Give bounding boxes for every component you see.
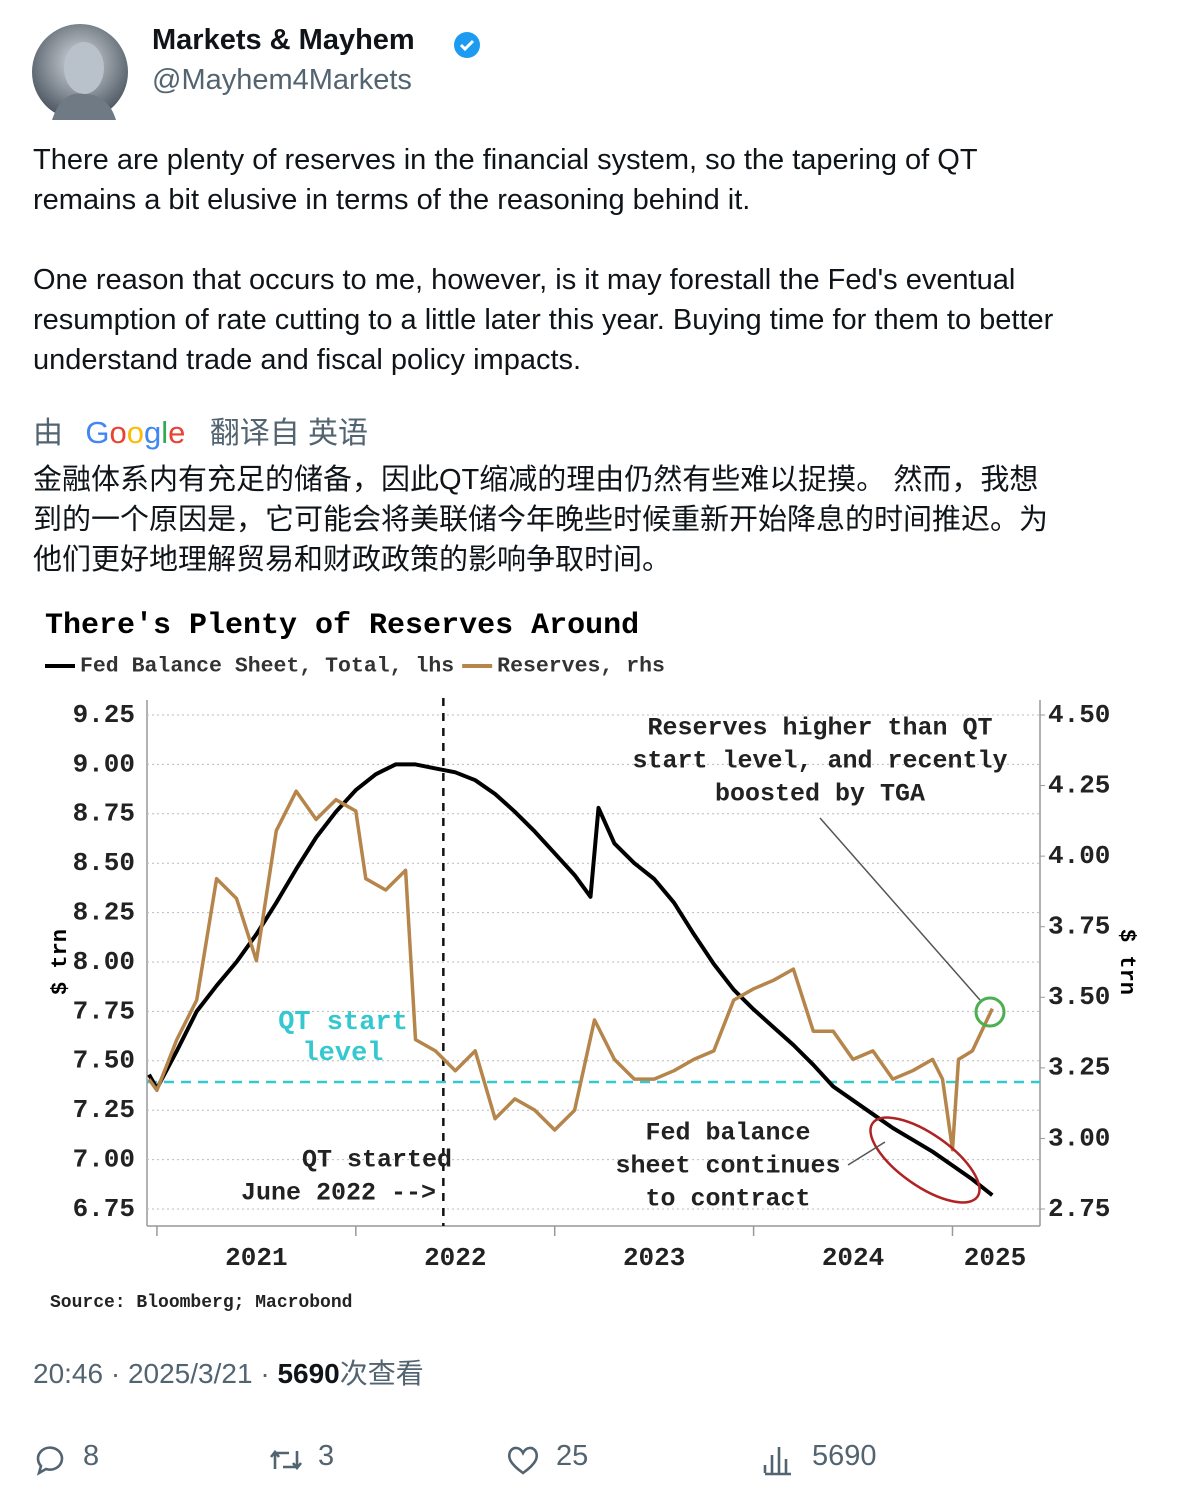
x-tick-label: 2021	[225, 1243, 287, 1273]
legend-label: Reserves, rhs	[497, 655, 665, 679]
annotation: start level, and recently	[632, 747, 1007, 776]
logo-letter: l	[161, 415, 169, 450]
y2-tick-label: 4.25	[1048, 770, 1110, 800]
annotation: QT started	[302, 1146, 452, 1175]
series-line	[147, 762, 994, 1197]
like-icon[interactable]	[505, 1443, 541, 1477]
views-icon[interactable]	[762, 1443, 796, 1477]
tweet-line: remains a bit elusive in terms of the re…	[33, 184, 751, 216]
annotation: sheet continues	[615, 1152, 840, 1181]
y-tick-label: 9.00	[73, 749, 135, 779]
x-tick-label: 2023	[623, 1243, 685, 1273]
x-tick-label: 2024	[822, 1243, 884, 1273]
logo-letter: G	[85, 415, 110, 450]
x-tick-label: 2022	[424, 1243, 486, 1273]
y2-tick-label: 3.00	[1048, 1123, 1110, 1153]
y-tick-label: 8.75	[73, 799, 135, 829]
y-tick-label: 9.25	[73, 700, 135, 730]
chart: There's Plenty of Reserves Around Fed Bal…	[45, 609, 1139, 1313]
annotation-arrow	[819, 817, 981, 1001]
y-tick-label: 7.25	[73, 1095, 135, 1125]
chart-source: Source: Bloomberg; Macrobond	[50, 1293, 352, 1313]
annotation: Fed balance	[645, 1119, 810, 1148]
y-tick-label: 7.00	[73, 1144, 135, 1174]
translated-line: 金融体系内有充足的储备，因此QT缩减的理由仍然有些难以捉摸。 然而，我想	[33, 464, 1039, 496]
y-tick-label: 6.75	[73, 1194, 135, 1224]
annotation: boosted by TGA	[715, 780, 925, 809]
y2-tick-label: 4.00	[1048, 841, 1110, 871]
y2-tick-label: 3.25	[1048, 1053, 1110, 1083]
view-count: 5690	[277, 1358, 340, 1389]
y-axis-label: $ trn	[48, 929, 73, 995]
repost-count[interactable]: 3	[318, 1440, 335, 1472]
y-tick-label: 7.75	[73, 996, 135, 1026]
y-tick-label: 7.50	[73, 1046, 135, 1076]
annotation: level	[302, 1039, 383, 1069]
logo-letter: e	[168, 415, 186, 450]
annotation: Reserves higher than QT	[647, 714, 992, 743]
repost-icon[interactable]	[268, 1443, 304, 1477]
separator: ·	[260, 1358, 270, 1389]
annotation: June 2022 -->	[241, 1179, 436, 1208]
y2-tick-label: 2.75	[1048, 1194, 1110, 1224]
translated-line: 到的一个原因是，它可能会将美联储今年晚些时候重新开始降息的时间推迟。为	[33, 504, 1049, 536]
annotation: QT start	[278, 1008, 408, 1038]
tweet-line: One reason that occurs to me, however, i…	[33, 264, 1016, 296]
like-count[interactable]: 25	[556, 1440, 589, 1472]
logo-letter: o	[109, 415, 127, 450]
translation-credit: 由 Google 翻译自 英语	[33, 408, 368, 452]
separator: ·	[110, 1358, 121, 1389]
chart-title: There's Plenty of Reserves Around	[45, 609, 639, 643]
avatar[interactable]	[32, 24, 128, 120]
y-tick-label: 8.00	[73, 947, 135, 977]
series-line	[147, 789, 994, 1152]
x-tick-label: 2025	[964, 1243, 1026, 1273]
date[interactable]: 2025/3/21	[127, 1358, 253, 1389]
time[interactable]: 20:46	[33, 1358, 104, 1389]
y2-tick-label: 4.50	[1048, 700, 1110, 730]
reply-count[interactable]: 8	[83, 1440, 100, 1472]
author-handle[interactable]: @Mayhem4Markets	[152, 64, 412, 96]
annotation: to contract	[645, 1185, 810, 1214]
views-label: 次查看	[339, 1358, 424, 1389]
y2-axis-label: $ trn	[1114, 929, 1139, 995]
annotation-arrow	[847, 1141, 886, 1166]
google-logo: Google	[85, 415, 186, 450]
legend-label: Fed Balance Sheet, Total, lhs	[80, 655, 454, 679]
y2-tick-label: 3.75	[1048, 912, 1110, 942]
translated-line: 他们更好地理解贸易和财政政策的影响争取时间。	[33, 544, 672, 576]
tweet-meta: 20:46 · 2025/3/21 · 5690次查看	[33, 1352, 424, 1392]
translation-suffix: 翻译自 英语	[209, 417, 369, 450]
verified-badge	[454, 32, 480, 58]
translation-prefix: 由	[33, 417, 63, 450]
highlight-ellipse	[869, 1116, 981, 1204]
logo-letter: o	[126, 415, 144, 450]
author-name[interactable]: Markets & Mayhem	[152, 24, 415, 56]
views-count[interactable]: 5690	[812, 1440, 877, 1472]
highlight-circle	[974, 996, 1006, 1028]
reply-icon[interactable]	[33, 1443, 67, 1477]
tweet-line: resumption of rate cutting to a little l…	[33, 304, 1054, 336]
y-tick-label: 8.25	[73, 897, 135, 927]
y2-tick-label: 3.50	[1048, 982, 1110, 1012]
tweet-line: There are plenty of reserves in the fina…	[33, 144, 978, 176]
logo-letter: g	[143, 415, 162, 450]
y-tick-label: 8.50	[73, 848, 135, 878]
tweet-line: understand trade and fiscal policy impac…	[33, 344, 582, 376]
